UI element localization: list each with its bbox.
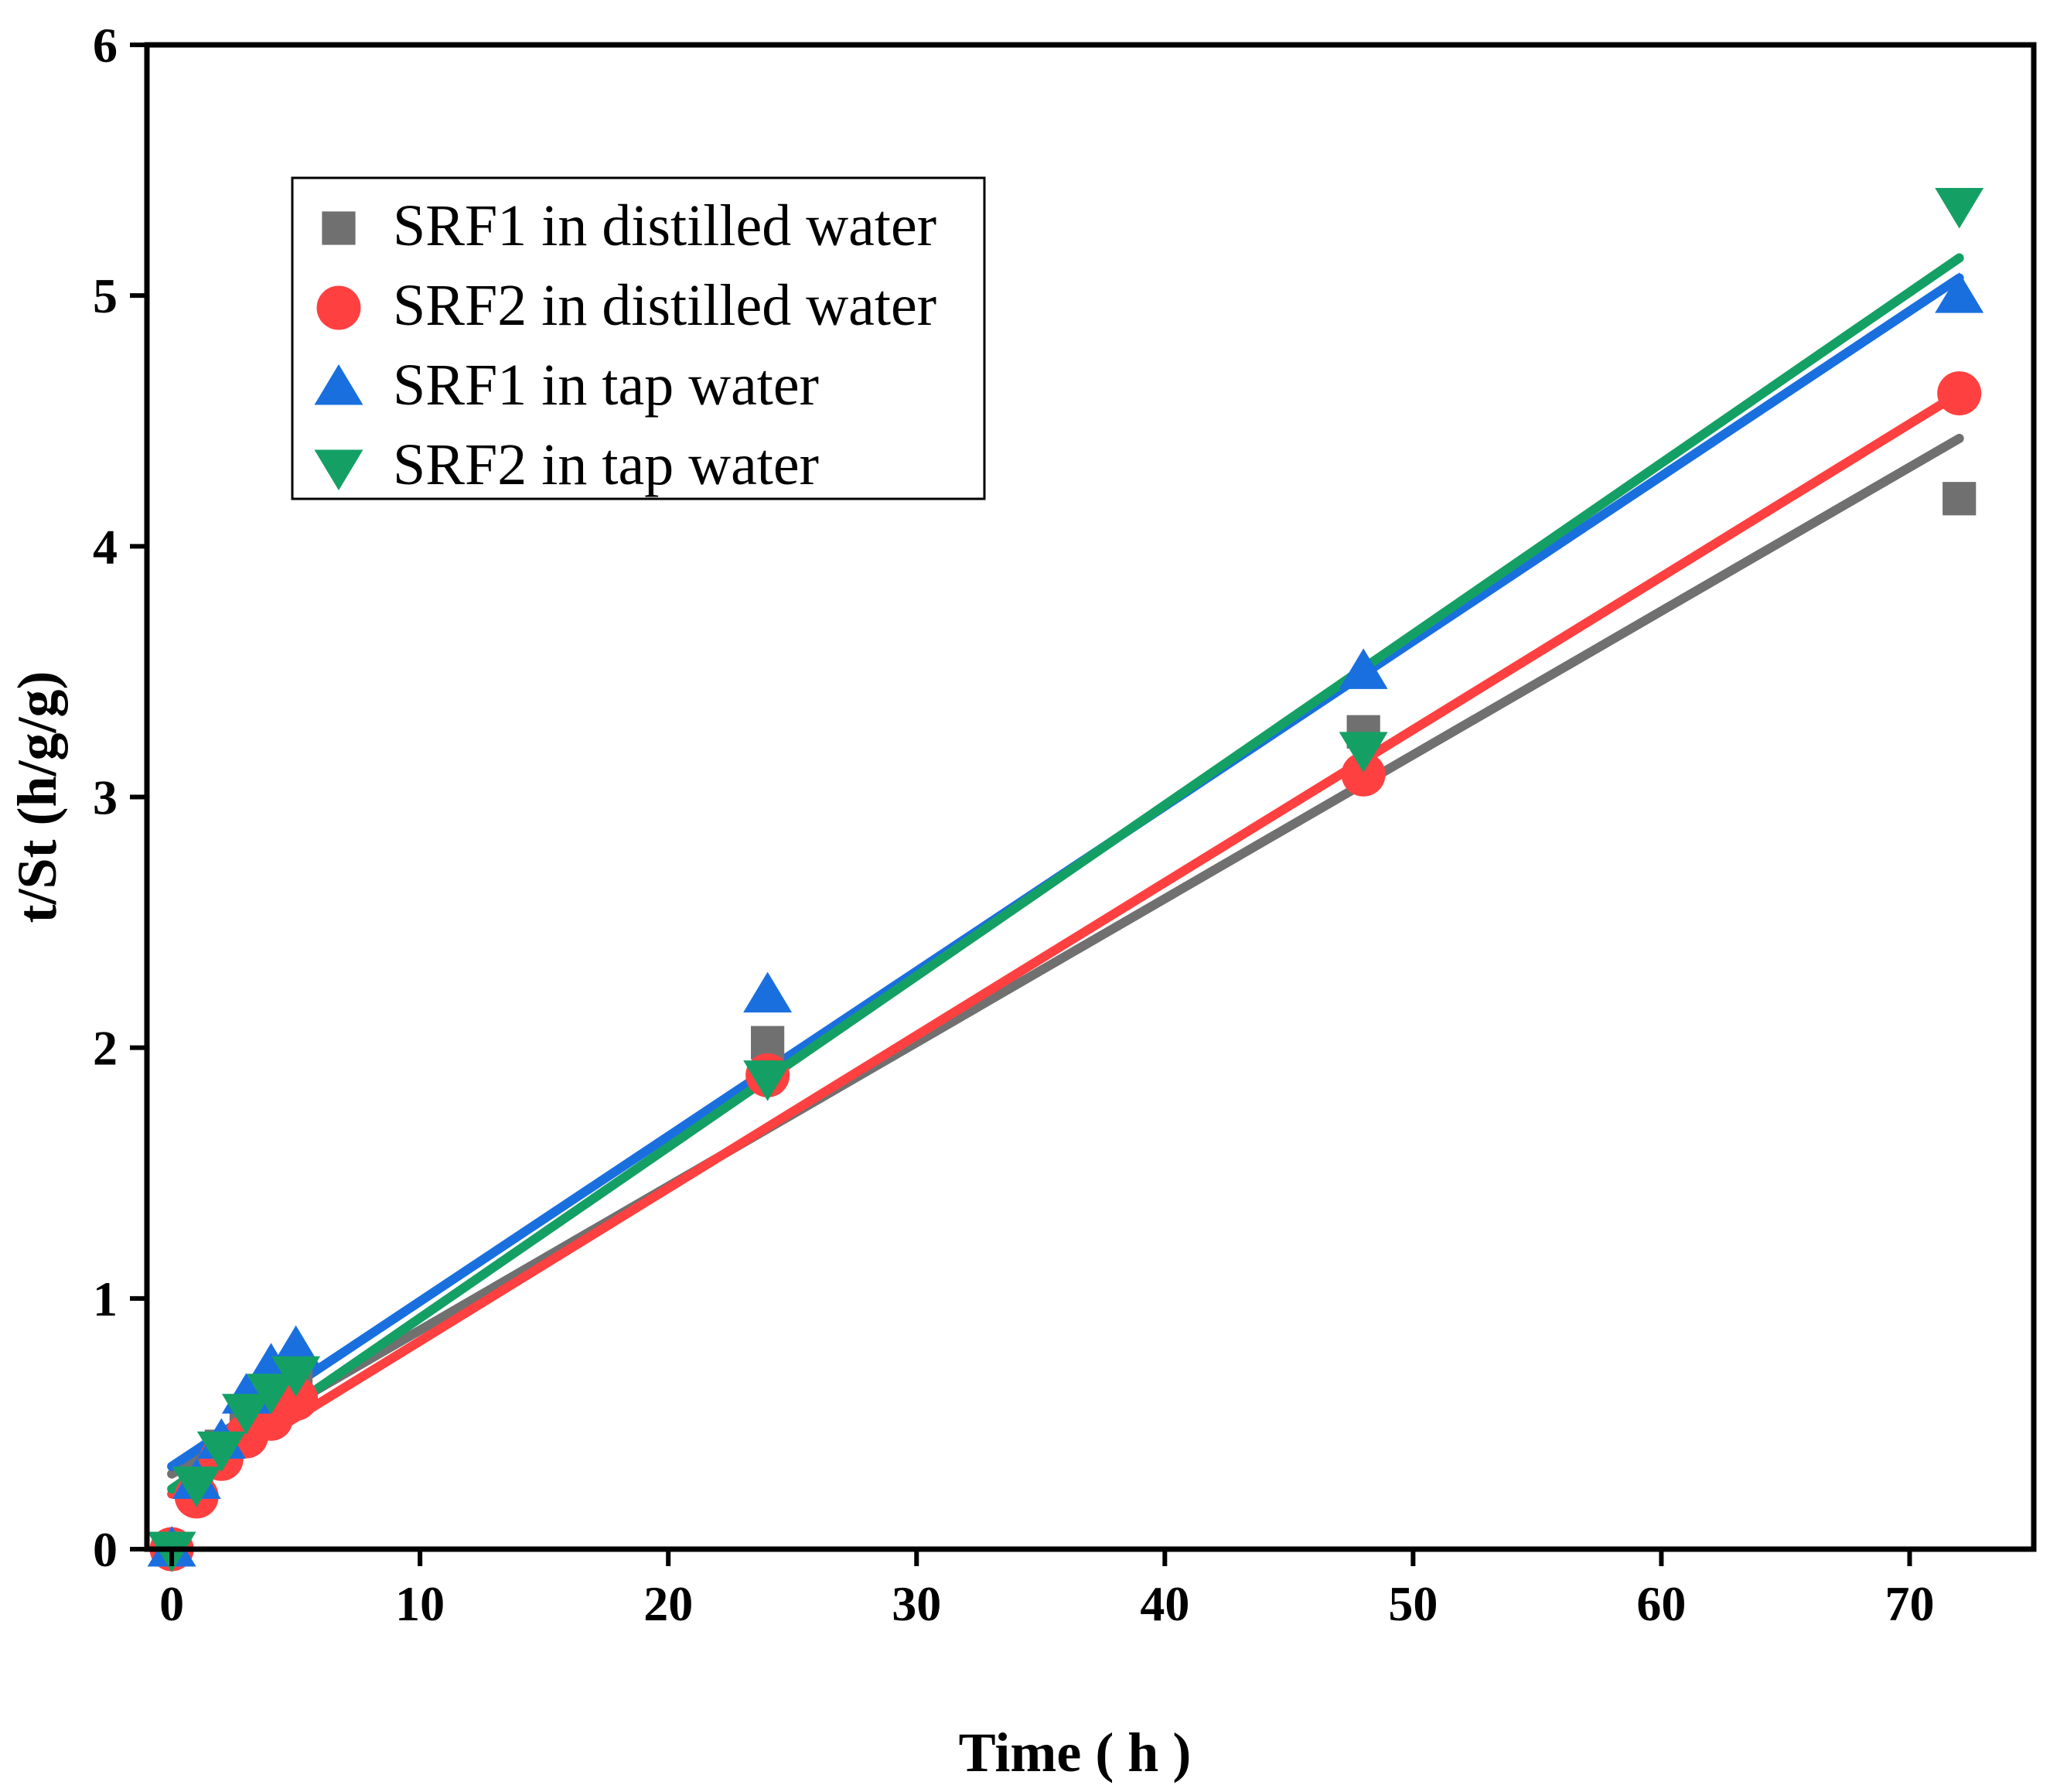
x-axis-title: Time ( h ): [959, 1722, 1192, 1783]
legend: SRF1 in distilled water SRF2 in distilled…: [291, 176, 986, 500]
fit-line-srf2-in-distilled-water: [167, 388, 1964, 1499]
y-tick-label: 4: [93, 519, 118, 574]
data-point: [1339, 648, 1388, 689]
legend-item: SRF1 in tap water: [314, 353, 819, 418]
y-tick-label: 1: [93, 1271, 118, 1326]
data-point: [1339, 732, 1388, 773]
legend-marker: [314, 364, 363, 405]
data-point: [1943, 482, 1977, 516]
fit-line-srf1-in-distilled-water: [167, 433, 1964, 1479]
y-tick-label: 6: [93, 18, 118, 73]
legend-label: SRF1 in distilled water: [393, 193, 936, 258]
data-point: [247, 1374, 296, 1415]
data-point: [1935, 272, 1984, 313]
y-tick-label: 5: [93, 268, 118, 323]
axis-ticks: 0 10 20 30 40 50 60 70 0 1 2 3 4 5 6: [93, 18, 1934, 1631]
data-point: [172, 1466, 221, 1507]
legend-marker: [322, 211, 356, 245]
x-tick-label: 20: [643, 1576, 693, 1631]
data-point: [221, 1394, 271, 1435]
legend-label: SRF2 in tap water: [393, 432, 819, 497]
fit-line-srf2-in-tap-water: [167, 253, 1964, 1494]
legend-item: SRF1 in distilled water: [322, 193, 936, 258]
x-tick-label: 50: [1388, 1576, 1438, 1631]
fit-lines: [167, 253, 1964, 1499]
data-point: [271, 1356, 321, 1398]
legend-item: SRF2 in distilled water: [316, 273, 936, 338]
x-tick-label: 0: [159, 1576, 184, 1631]
legend-item: SRF2 in tap water: [314, 432, 819, 497]
data-point: [1341, 752, 1386, 797]
data-point: [1935, 187, 1984, 229]
data-point: [271, 1325, 321, 1367]
y-tick-label: 3: [93, 770, 118, 825]
x-tick-label: 30: [892, 1576, 941, 1631]
x-tick-label: 70: [1885, 1576, 1934, 1631]
data-point: [1937, 371, 1982, 416]
legend-label: SRF1 in tap water: [393, 353, 819, 418]
y-tick-label: 2: [93, 1021, 118, 1076]
x-tick-label: 10: [395, 1576, 445, 1631]
x-tick-label: 40: [1140, 1576, 1189, 1631]
data-point: [196, 1431, 246, 1473]
x-tick-label: 60: [1636, 1576, 1686, 1631]
legend-marker: [316, 285, 361, 330]
legend-box: [291, 176, 986, 500]
y-axis-title: t/St (h/g/g): [6, 671, 68, 923]
data-points: [147, 187, 1984, 1572]
legend-label: SRF2 in distilled water: [393, 273, 936, 338]
y-tick-label: 0: [93, 1522, 118, 1577]
data-point: [743, 1060, 793, 1101]
legend-marker: [314, 449, 363, 490]
data-point: [743, 971, 793, 1013]
